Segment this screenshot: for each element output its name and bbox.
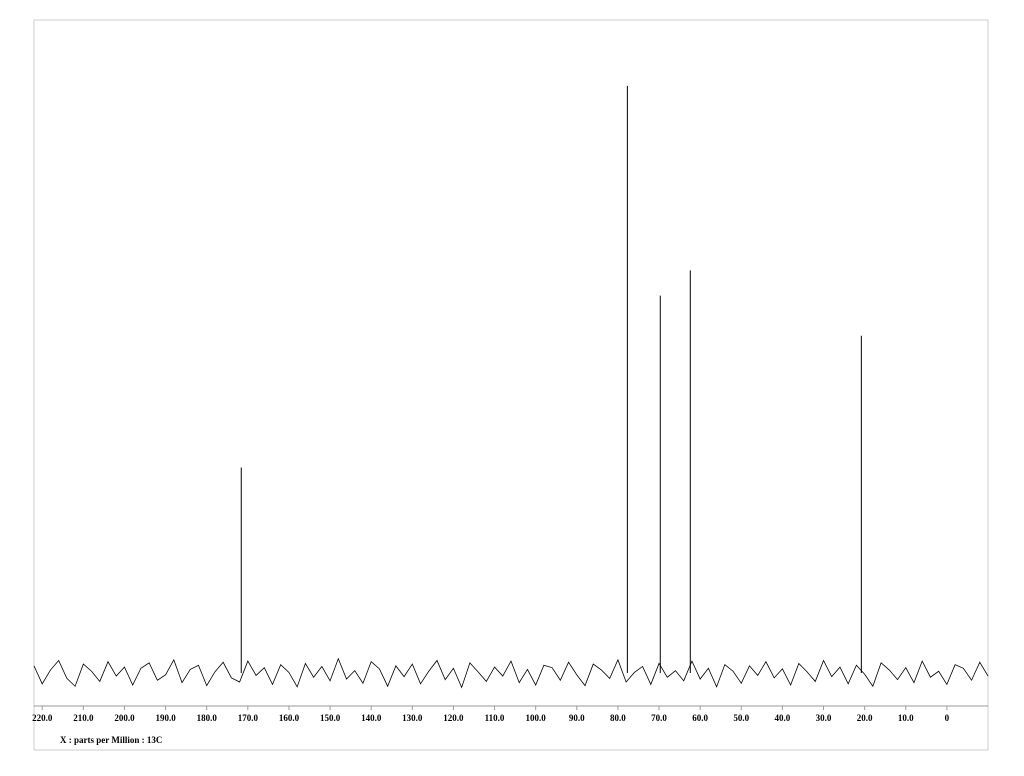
x-tick-label: 170.0 bbox=[238, 713, 259, 723]
x-tick-label: 80.0 bbox=[610, 713, 626, 723]
x-tick-label: 70.0 bbox=[651, 713, 667, 723]
x-tick-label: 210.0 bbox=[73, 713, 94, 723]
x-tick-label: 200.0 bbox=[114, 713, 135, 723]
x-tick-label: 220.0 bbox=[32, 713, 53, 723]
x-tick-label: 180.0 bbox=[197, 713, 218, 723]
frame bbox=[33, 19, 989, 751]
x-tick-label: 40.0 bbox=[775, 713, 791, 723]
x-tick-label: 100.0 bbox=[526, 713, 547, 723]
x-tick-label: 190.0 bbox=[155, 713, 176, 723]
x-tick-label: 50.0 bbox=[733, 713, 749, 723]
x-tick-label: 30.0 bbox=[816, 713, 832, 723]
x-axis-label: X : parts per Million : 13C bbox=[60, 735, 162, 745]
x-tick-label: 130.0 bbox=[402, 713, 423, 723]
x-tick-label: 60.0 bbox=[692, 713, 708, 723]
spectrum-line bbox=[33, 657, 989, 689]
x-tick-label: 90.0 bbox=[569, 713, 585, 723]
x-tick-label: 160.0 bbox=[279, 713, 300, 723]
x-tick-label: 0 bbox=[945, 713, 950, 723]
x-tick-label: 10.0 bbox=[898, 713, 914, 723]
x-tick-label: 140.0 bbox=[361, 713, 382, 723]
x-tick-label: 120.0 bbox=[443, 713, 464, 723]
x-tick-label: 150.0 bbox=[320, 713, 341, 723]
x-tick-label: 110.0 bbox=[485, 713, 505, 723]
x-tick-label: 20.0 bbox=[857, 713, 873, 723]
